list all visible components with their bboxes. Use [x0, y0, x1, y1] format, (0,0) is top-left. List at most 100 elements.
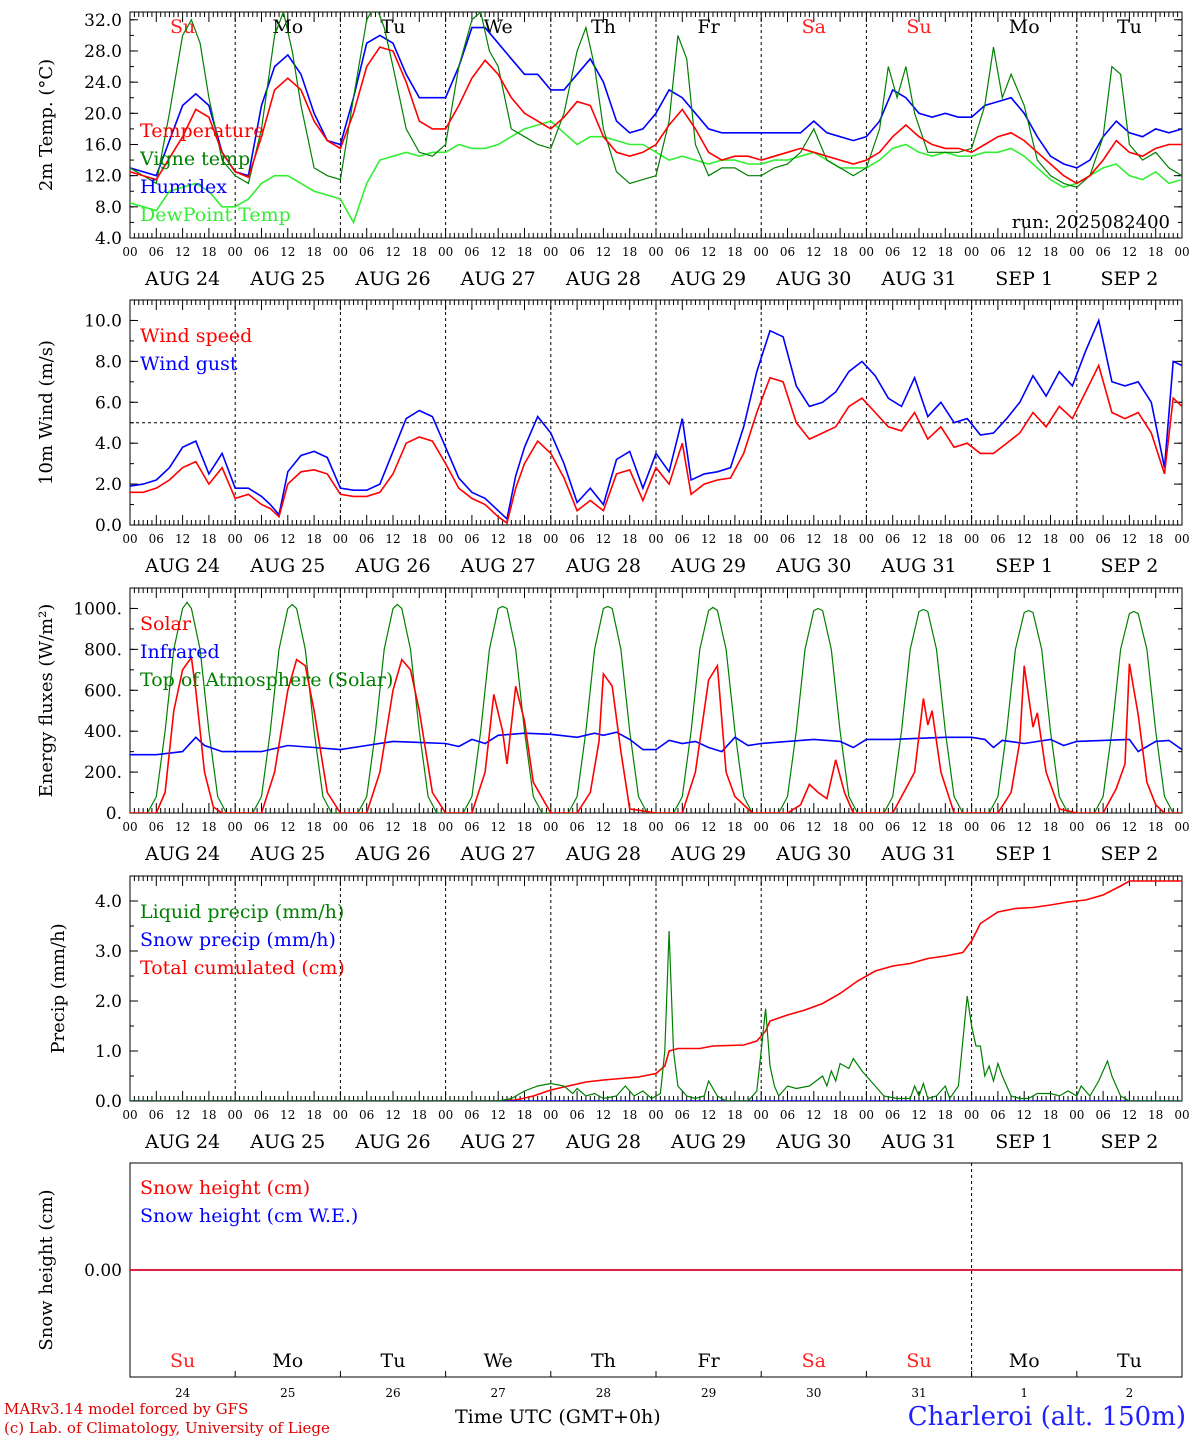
legend-entry: Wind speed [140, 325, 252, 347]
hour-tick-label: 00 [1069, 1108, 1084, 1122]
hour-tick-label: 06 [990, 532, 1005, 546]
y-tick-label: 20.0 [84, 104, 122, 124]
hour-tick-label: 00 [122, 245, 137, 259]
hour-tick-label: 12 [1122, 245, 1137, 259]
hour-tick-label: 12 [280, 532, 295, 546]
y-axis-label: Energy fluxes (W/m²) [36, 604, 57, 798]
y-tick-label: 2.0 [95, 475, 122, 495]
hour-tick-label: 06 [780, 820, 795, 834]
lab-credit: (c) Lab. of Climatology, University of L… [4, 1419, 330, 1437]
hour-tick-label: 12 [385, 532, 400, 546]
hour-tick-label: 00 [964, 245, 979, 259]
hour-tick-label: 12 [701, 820, 716, 834]
hour-tick-label: 06 [675, 245, 690, 259]
hour-tick-label: 06 [1095, 532, 1110, 546]
y-tick-label: 4.0 [95, 892, 122, 912]
hour-tick-label: 18 [938, 1108, 953, 1122]
date-label: AUG 26 [354, 1131, 430, 1153]
y-tick-label: 0. [106, 804, 122, 824]
hour-tick-label: 12 [175, 245, 190, 259]
hour-tick-label: 00 [964, 532, 979, 546]
series-total-cumulated-cm [130, 880, 1182, 1101]
date-label: AUG 29 [670, 555, 746, 577]
series-wind-gust [130, 317, 1182, 521]
hour-tick-label: 18 [727, 245, 742, 259]
hour-tick-label: 18 [201, 532, 216, 546]
y-tick-label: 0.0 [95, 1092, 122, 1112]
date-label: AUG 26 [354, 843, 430, 865]
hour-tick-label: 18 [832, 245, 847, 259]
legend-entry: Solar [140, 613, 192, 635]
hour-tick-label: 00 [648, 1108, 663, 1122]
hour-tick-label: 18 [306, 1108, 321, 1122]
hour-tick-label: 00 [122, 532, 137, 546]
hour-tick-label: 00 [964, 820, 979, 834]
y-tick-label: 24.0 [84, 73, 122, 93]
hour-tick-label: 00 [122, 820, 137, 834]
hour-tick-label: 06 [780, 245, 795, 259]
weekday-label: We [484, 1350, 513, 1372]
hour-tick-label: 06 [990, 245, 1005, 259]
hour-tick-label: 18 [306, 245, 321, 259]
hour-tick-label: 00 [1174, 820, 1189, 834]
legend-entry: Top of Atmosphere (Solar) [140, 669, 393, 691]
hour-tick-label: 18 [412, 532, 427, 546]
run-label: run: 2025082400 [1012, 212, 1170, 233]
hour-tick-label: 18 [1148, 245, 1163, 259]
legend-entry: Vigne temp [139, 148, 250, 170]
date-label: AUG 30 [775, 268, 851, 290]
legend-entry: Liquid precip (mm/h) [140, 901, 344, 923]
hour-tick-label: 00 [333, 820, 348, 834]
hour-tick-label: 00 [543, 245, 558, 259]
hour-tick-label: 18 [201, 245, 216, 259]
weekday-label: Su [170, 1350, 195, 1372]
series-infrared [130, 731, 1182, 756]
hour-tick-label: 00 [122, 1108, 137, 1122]
hour-tick-label: 00 [754, 820, 769, 834]
date-label: AUG 25 [249, 555, 325, 577]
hour-tick-label: 18 [412, 1108, 427, 1122]
weekday-label: Th [591, 1350, 616, 1372]
hour-tick-label: 00 [1069, 532, 1084, 546]
hour-tick-label: 06 [675, 820, 690, 834]
series-wind-speed [130, 363, 1182, 525]
hour-tick-label: 00 [333, 245, 348, 259]
hour-tick-label: 18 [201, 820, 216, 834]
legend-entry: Total cumulated (cm) [140, 957, 345, 979]
y-tick-label: 600. [84, 681, 122, 701]
hour-tick-label: 12 [701, 245, 716, 259]
date-label: AUG 29 [670, 1131, 746, 1153]
series-dewpoint-temp [130, 120, 1182, 225]
date-label: AUG 28 [565, 1131, 641, 1153]
hour-tick-label: 12 [1122, 820, 1137, 834]
hour-tick-label: 06 [885, 532, 900, 546]
hour-tick-label: 12 [806, 820, 821, 834]
day-number-label: 27 [491, 1386, 506, 1400]
hour-tick-label: 12 [385, 820, 400, 834]
date-label: AUG 25 [249, 843, 325, 865]
y-tick-label: 200. [84, 763, 122, 783]
hour-tick-label: 06 [464, 1108, 479, 1122]
date-label: AUG 25 [249, 1131, 325, 1153]
date-label: AUG 27 [460, 843, 536, 865]
model-credit: MARv3.14 model forced by GFS [4, 1400, 249, 1418]
weekday-label: Fr [697, 16, 720, 38]
y-tick-label: 0.00 [84, 1261, 122, 1281]
date-label: SEP 1 [995, 268, 1053, 290]
y-axis-label: 2m Temp. (°C) [36, 59, 57, 191]
hour-tick-label: 18 [412, 820, 427, 834]
hour-tick-label: 18 [306, 820, 321, 834]
day-number-label: 25 [280, 1386, 295, 1400]
hour-tick-label: 12 [911, 820, 926, 834]
y-axis-label: Snow height (cm) [36, 1189, 57, 1350]
y-tick-label: 28.0 [84, 42, 122, 62]
date-label: AUG 27 [460, 1131, 536, 1153]
hour-tick-label: 18 [938, 532, 953, 546]
hour-tick-label: 12 [806, 532, 821, 546]
hour-tick-label: 00 [1174, 1108, 1189, 1122]
hour-tick-label: 06 [359, 532, 374, 546]
date-label: AUG 30 [775, 843, 851, 865]
hour-tick-label: 06 [149, 245, 164, 259]
date-label: AUG 28 [565, 555, 641, 577]
hour-tick-label: 12 [701, 532, 716, 546]
